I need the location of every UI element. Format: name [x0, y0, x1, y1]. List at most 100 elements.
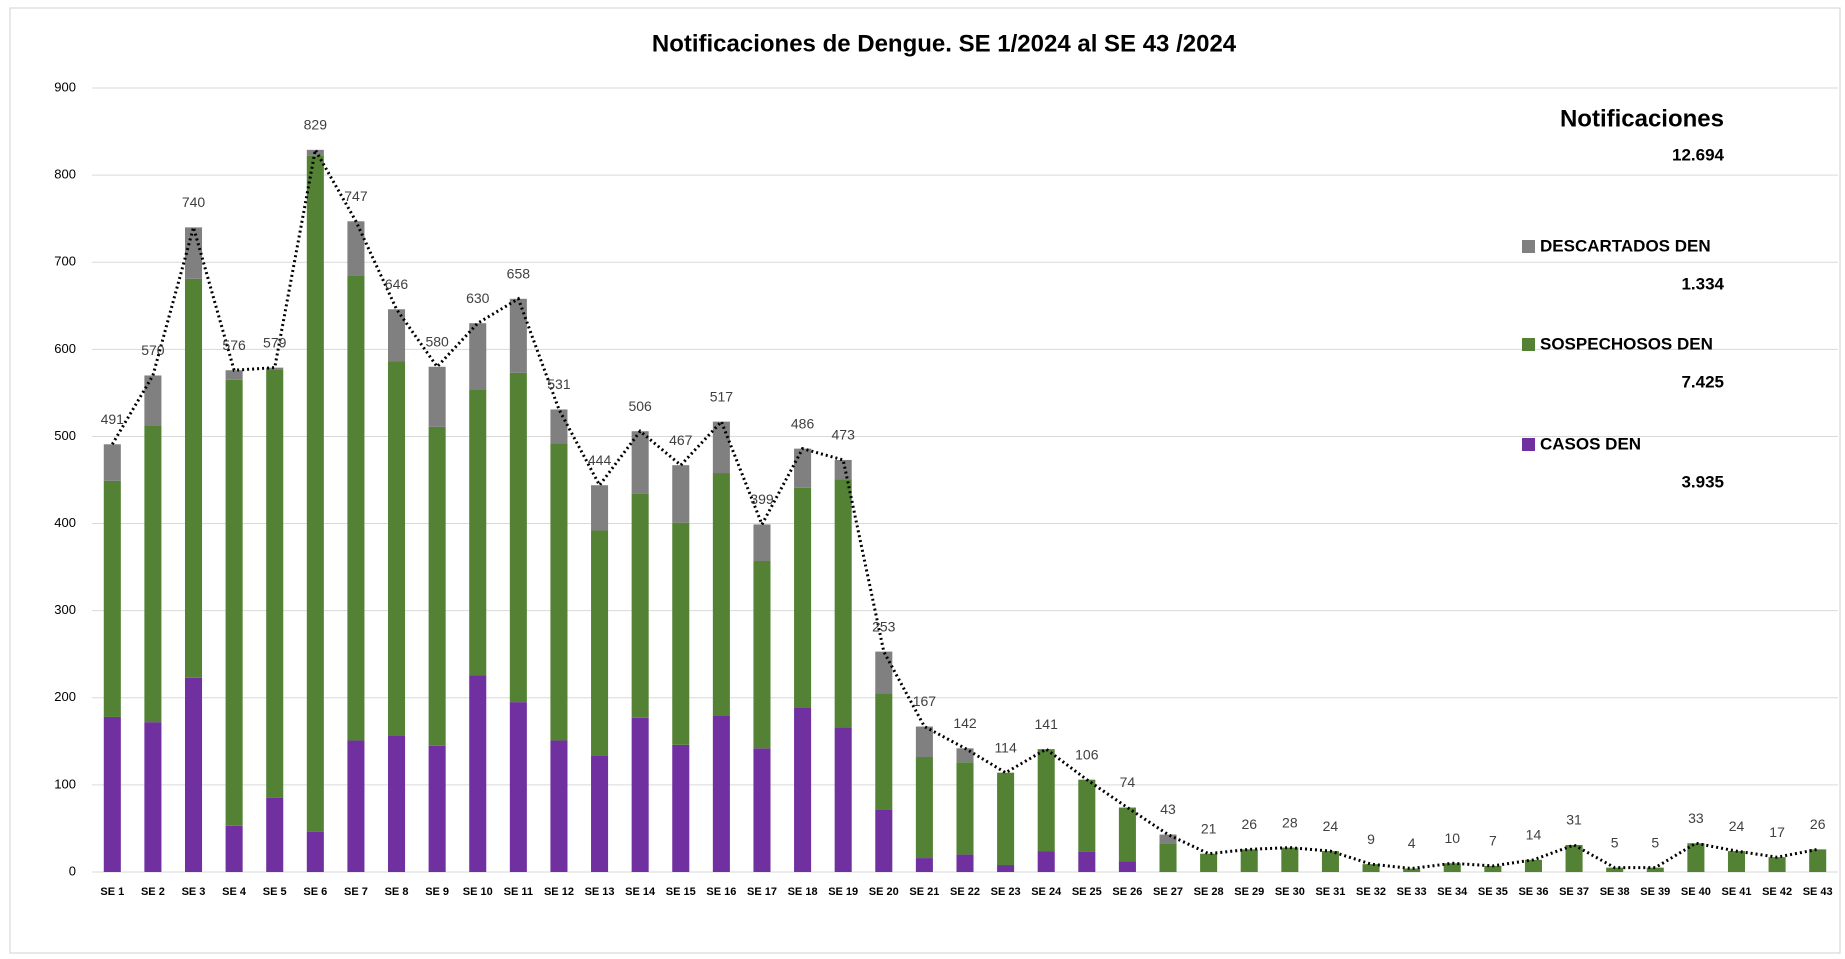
- bar-segment: [388, 361, 406, 736]
- bar-segment: [225, 825, 243, 872]
- bar-segment: [875, 693, 893, 810]
- bar-segment: [225, 370, 243, 380]
- x-tick-label: SE 3: [182, 886, 206, 898]
- total-label: 4: [1408, 835, 1416, 851]
- bar-segment: [469, 389, 487, 676]
- bar-segment: [184, 677, 203, 872]
- bar-segment: [631, 717, 649, 872]
- x-tick-label: SE 8: [385, 886, 409, 898]
- bar-segment: [1403, 868, 1421, 872]
- x-tick-label: SE 37: [1559, 886, 1589, 898]
- bar-segment: [794, 707, 812, 872]
- bar-segment: [834, 459, 852, 480]
- x-tick-label: SE 10: [463, 886, 493, 898]
- bar-segment: [428, 745, 446, 872]
- bar-segment: [1727, 851, 1746, 872]
- x-tick-label: SE 27: [1153, 886, 1183, 898]
- x-tick-label: SE 30: [1275, 886, 1305, 898]
- bar-segment: [1646, 867, 1664, 872]
- bar-segment: [956, 854, 974, 872]
- bar-segment: [997, 865, 1015, 872]
- bar-segment: [875, 809, 893, 872]
- x-tick-label: SE 28: [1194, 886, 1224, 898]
- x-tick-label: SE 1: [100, 886, 124, 898]
- bar-segment: [834, 479, 852, 728]
- x-tick-label: SE 36: [1518, 886, 1548, 898]
- bar-segment: [509, 702, 527, 872]
- bar-segment: [1118, 861, 1136, 872]
- bar-segment: [144, 722, 162, 872]
- x-tick-label: SE 23: [991, 886, 1021, 898]
- bar-segment: [915, 858, 933, 872]
- chart-border: [9, 7, 1841, 954]
- bar-segment: [103, 716, 121, 872]
- x-tick-label: SE 18: [788, 886, 818, 898]
- x-tick-label: SE 16: [706, 886, 736, 898]
- x-tick-label: SE 11: [504, 886, 533, 898]
- bar-segment: [631, 431, 649, 494]
- x-tick-label: SE 13: [585, 886, 615, 898]
- total-label: 31: [1566, 812, 1582, 828]
- total-label: 17: [1769, 824, 1785, 840]
- x-tick-label: SE 17: [747, 886, 777, 898]
- bar-segment: [184, 227, 203, 279]
- totals-sum: 12.694: [1672, 145, 1725, 164]
- bar-segment: [1524, 859, 1542, 872]
- total-label: 517: [710, 388, 734, 404]
- x-tick-label: SE 24: [1031, 886, 1062, 898]
- total-label: 253: [872, 618, 896, 634]
- x-tick-label: SE 14: [625, 886, 656, 898]
- x-tick-label: SE 38: [1600, 886, 1630, 898]
- bar-segment: [1809, 849, 1827, 872]
- total-label: 167: [913, 693, 937, 709]
- x-tick-label: SE 34: [1437, 886, 1468, 898]
- total-label: 33: [1688, 810, 1704, 826]
- bar-segment: [550, 443, 568, 741]
- x-tick-label: SE 2: [141, 886, 165, 898]
- x-tick-label: SE 40: [1681, 886, 1711, 898]
- total-label: 486: [791, 415, 815, 431]
- y-tick-label: 200: [54, 689, 76, 704]
- y-tick-label: 500: [54, 428, 76, 443]
- total-label: 444: [588, 452, 612, 468]
- y-tick-label: 100: [54, 776, 76, 791]
- bar-segment: [672, 465, 690, 523]
- bar-segment: [794, 487, 812, 708]
- total-label: 21: [1201, 820, 1217, 836]
- bar-segment: [266, 797, 284, 872]
- bar-segment: [1606, 867, 1624, 872]
- legend-total: 3.935: [1681, 472, 1724, 491]
- bar-segment: [1159, 834, 1177, 844]
- total-label: 740: [182, 194, 206, 210]
- bar-segment: [956, 762, 974, 855]
- bar-segment: [266, 369, 284, 798]
- total-label: 630: [466, 290, 490, 306]
- bar-segment: [469, 323, 487, 390]
- total-label: 829: [304, 117, 328, 133]
- bar-segment: [1240, 849, 1258, 872]
- total-label: 747: [344, 188, 368, 204]
- y-tick-label: 700: [54, 254, 76, 269]
- bar-segment: [1037, 749, 1055, 852]
- bar-segment: [306, 155, 324, 832]
- total-label: 399: [750, 491, 774, 507]
- total-label: 658: [507, 266, 531, 282]
- bar-segment: [712, 473, 730, 716]
- bar-segment: [428, 366, 446, 427]
- totals-title: Notificaciones: [1560, 105, 1724, 132]
- total-label: 24: [1323, 818, 1339, 834]
- bar-segment: [1362, 864, 1380, 872]
- bar-segment: [428, 426, 446, 746]
- total-label: 506: [628, 398, 652, 414]
- bar-segment: [672, 744, 690, 872]
- total-label: 580: [425, 333, 449, 349]
- bar-segment: [1565, 844, 1583, 872]
- total-line: [111, 145, 1818, 871]
- bar-segment: [388, 735, 406, 872]
- total-label: 7: [1489, 833, 1497, 849]
- x-tick-label: SE 19: [828, 886, 858, 898]
- bar-segment: [1484, 865, 1502, 872]
- bar-segment: [1281, 847, 1299, 872]
- bar-segment: [1687, 843, 1705, 872]
- bar-segment: [1078, 851, 1096, 872]
